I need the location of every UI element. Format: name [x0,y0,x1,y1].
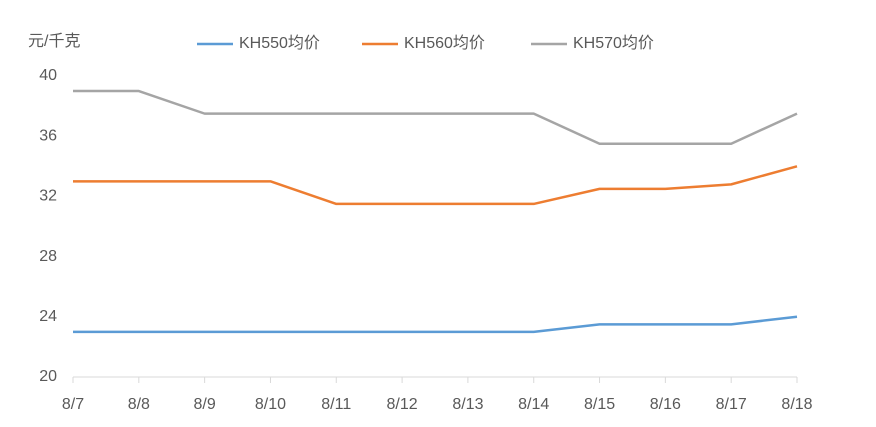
legend-label: KH560均价 [404,34,485,52]
x-tick-label: 8/17 [716,396,747,413]
y-tick-label: 32 [39,188,57,205]
series-line [73,89,798,145]
x-tick-label: 8/13 [452,396,483,413]
x-tick-label: 8/10 [255,396,286,413]
y-tick-label: 20 [39,368,57,385]
x-tick-label: 8/14 [518,396,549,413]
y-tick-label: 24 [39,308,57,325]
x-tick-label: 8/18 [781,396,812,413]
series-line [73,315,798,334]
x-tick-label: 8/16 [650,396,681,413]
x-tick-label: 8/7 [62,396,84,413]
x-tick-label: 8/8 [128,396,150,413]
x-tick-label: 8/11 [321,396,351,413]
y-axis-label: 元/千克 [28,32,80,50]
y-tick-label: 28 [39,248,57,265]
series-line [73,165,798,206]
y-tick-label: 40 [39,67,57,84]
legend-label: KH550均价 [239,34,320,52]
x-tick-label: 8/15 [584,396,615,413]
legend-label: KH570均价 [573,34,654,52]
y-tick-label: 36 [39,127,57,144]
x-tick-label: 8/9 [194,396,216,413]
x-tick-label: 8/12 [387,396,418,413]
